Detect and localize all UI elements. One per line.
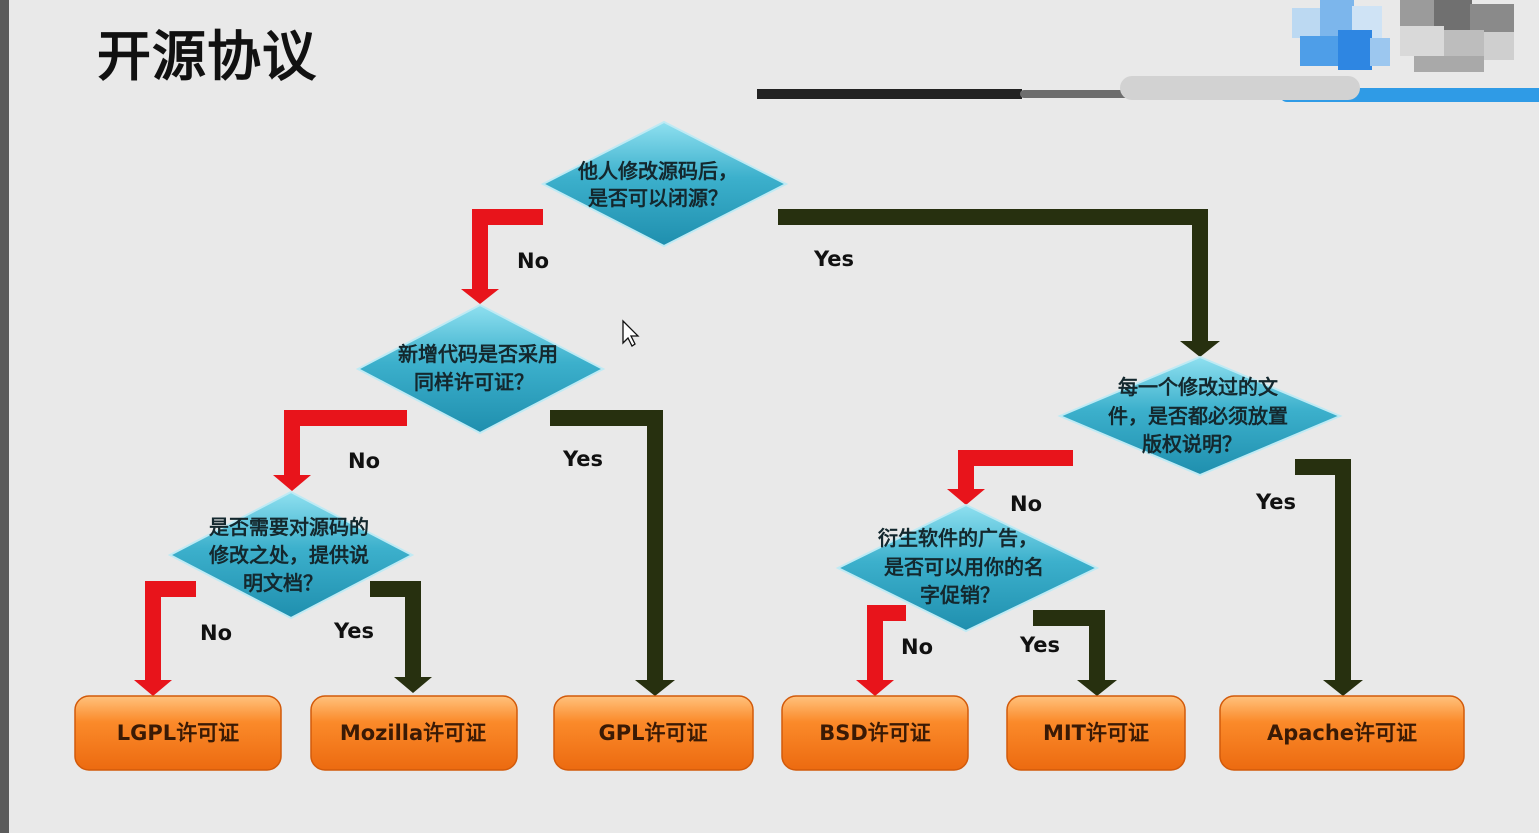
decision-q1: 他人修改源码后， 是否可以闭源？: [540, 120, 789, 248]
decision-q2: 新增代码是否采用 同样许可证？: [355, 303, 606, 435]
q2-yes-arrow: [550, 410, 675, 696]
decision-q2-line2: 同样许可证？: [414, 370, 534, 394]
q5-no-arrow: [856, 605, 906, 696]
result-mozilla: Mozilla许可证: [310, 695, 518, 771]
q4-yes-arrow: [1295, 459, 1363, 696]
q1-no-arrow: [461, 209, 543, 304]
q5-no-label: No: [901, 635, 933, 659]
decision-q3-line3: 明文档？: [243, 571, 323, 595]
window-edge: [0, 0, 9, 833]
result-lgpl: LGPL许可证: [74, 695, 282, 771]
q5-yes-label: Yes: [1019, 633, 1060, 657]
decision-q5: 衍生软件的广告， 是否可以用你的名 字促销？: [835, 503, 1100, 633]
decision-q4-line1: 每一个修改过的文: [1118, 375, 1279, 399]
decision-q3-line1: 是否需要对源码的: [208, 515, 369, 539]
q5-yes-arrow: [1033, 610, 1117, 696]
q1-yes-label: Yes: [813, 247, 854, 271]
result-gpl-label: GPL许可证: [598, 721, 707, 745]
decision-q2-line1: 新增代码是否采用: [398, 342, 558, 366]
q4-yes-label: Yes: [1255, 490, 1296, 514]
decision-q3: 是否需要对源码的 修改之处，提供说 明文档？: [167, 490, 415, 620]
q3-no-label: No: [200, 621, 232, 645]
q3-yes-label: Yes: [333, 619, 374, 643]
result-mozilla-label: Mozilla许可证: [340, 721, 486, 745]
decision-q4-line2: 件，是否都必须放置: [1108, 404, 1288, 428]
decision-q5-line1: 衍生软件的广告，: [878, 526, 1038, 550]
q2-no-label: No: [348, 449, 380, 473]
decision-q5-line2: 是否可以用你的名: [883, 555, 1044, 579]
decision-q5-line3: 字促销？: [920, 583, 1000, 607]
result-gpl: GPL许可证: [553, 695, 754, 771]
decision-q4-line3: 版权说明？: [1142, 432, 1242, 456]
q2-yes-label: Yes: [562, 447, 603, 471]
q3-no-arrow: [134, 581, 196, 696]
decision-q4: 每一个修改过的文 件，是否都必须放置 版权说明？: [1057, 355, 1343, 477]
q3-yes-arrow: [370, 581, 432, 693]
decision-q3-line2: 修改之处，提供说: [208, 543, 369, 567]
decision-q1-line2: 是否可以闭源？: [587, 186, 728, 210]
header-rule-dark: [757, 89, 1022, 99]
q1-yes-arrow: [778, 209, 1220, 357]
result-bsd: BSD许可证: [781, 695, 969, 771]
mouse-pointer-icon: [622, 319, 640, 347]
result-lgpl-label: LGPL许可证: [117, 721, 239, 745]
q2-no-arrow: [273, 410, 407, 491]
q4-no-label: No: [1010, 492, 1042, 516]
page-title: 开源协议: [97, 25, 317, 88]
result-apache-label: Apache许可证: [1267, 721, 1417, 745]
q4-no-arrow: [947, 450, 1073, 505]
q1-no-label: No: [517, 249, 549, 273]
result-mit-label: MIT许可证: [1043, 721, 1149, 745]
result-apache: Apache许可证: [1219, 695, 1465, 771]
result-mit: MIT许可证: [1006, 695, 1186, 771]
decision-q1-line1: 他人修改源码后，: [577, 159, 738, 183]
result-bsd-label: BSD许可证: [819, 721, 931, 745]
